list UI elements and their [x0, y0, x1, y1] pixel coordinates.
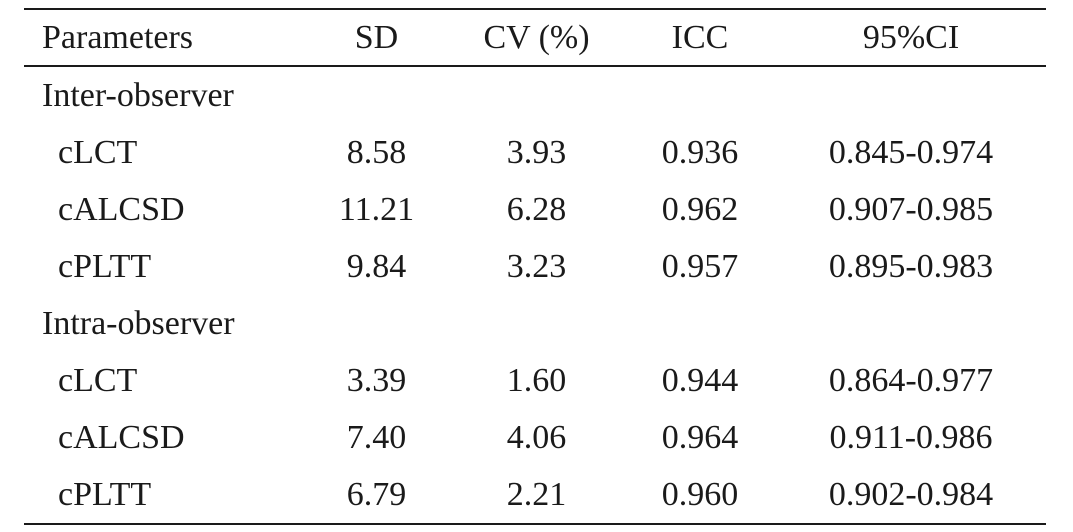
- cell-sd: 3.39: [346, 361, 407, 399]
- cell-sd: 6.79: [346, 475, 407, 513]
- cell-ci: 0.845-0.974: [828, 133, 994, 171]
- cell-sd: 11.21: [338, 190, 415, 228]
- header-rule: [24, 65, 1046, 67]
- table-row: cALCSD 7.40 4.06 0.964 0.911-0.986: [24, 409, 1046, 466]
- cell-parameter: cALCSD: [58, 190, 185, 228]
- cell-cv: 3.93: [506, 133, 567, 171]
- cell-parameter: cLCT: [58, 133, 138, 171]
- header-cv: CV (%): [483, 19, 590, 56]
- top-rule: [24, 8, 1046, 10]
- header-row: Parameters SD CV (%) ICC 95%CI: [24, 10, 1046, 65]
- cell-cv: 3.23: [506, 247, 567, 285]
- cell-ci: 0.911-0.986: [829, 418, 993, 456]
- table-row: cPLTT 6.79 2.21 0.960 0.902-0.984: [24, 466, 1046, 523]
- table-row: cLCT 8.58 3.93 0.936 0.845-0.974: [24, 124, 1046, 181]
- header-ci: 95%CI: [862, 19, 960, 56]
- cell-parameter: cPLTT: [58, 475, 152, 513]
- statistics-table: Parameters SD CV (%) ICC 95%CI: [24, 10, 1046, 65]
- header-parameters: Parameters: [42, 19, 194, 56]
- cell-icc: 0.957: [661, 247, 739, 285]
- group-row-intra-observer: Intra-observer: [24, 295, 1046, 352]
- cell-icc: 0.962: [661, 190, 739, 228]
- cell-ci: 0.895-0.983: [828, 247, 994, 285]
- cell-icc: 0.960: [661, 475, 739, 513]
- cell-icc: 0.964: [661, 418, 739, 456]
- cell-ci: 0.902-0.984: [828, 475, 994, 513]
- cell-icc: 0.936: [661, 133, 739, 171]
- group-label: Inter-observer: [42, 76, 234, 114]
- cell-icc: 0.944: [661, 361, 739, 399]
- table-row: cALCSD 11.21 6.28 0.962 0.907-0.985: [24, 181, 1046, 238]
- header-icc: ICC: [671, 19, 729, 56]
- cell-cv: 4.06: [506, 418, 567, 456]
- bottom-rule: [24, 522, 1046, 525]
- table-row: cPLTT 9.84 3.23 0.957 0.895-0.983: [24, 238, 1046, 295]
- table-row: cLCT 3.39 1.60 0.944 0.864-0.977: [24, 352, 1046, 409]
- group-row-inter-observer: Inter-observer: [24, 67, 1046, 124]
- cell-cv: 1.60: [506, 361, 567, 399]
- cell-parameter: cPLTT: [58, 247, 152, 285]
- cell-cv: 6.28: [506, 190, 567, 228]
- cell-ci: 0.907-0.985: [828, 190, 994, 228]
- cell-sd: 7.40: [346, 418, 407, 456]
- table-header: Parameters SD CV (%) ICC 95%CI: [24, 10, 1046, 65]
- header-sd: SD: [354, 19, 399, 56]
- data-table: Parameters SD CV (%) ICC 95%CI Inter-obs…: [24, 8, 1046, 525]
- cell-cv: 2.21: [506, 475, 567, 513]
- cell-parameter: cALCSD: [58, 418, 185, 456]
- statistics-table-body: Inter-observer cLCT 8.58 3.93 0.936 0.84…: [24, 67, 1046, 523]
- cell-sd: 8.58: [346, 133, 407, 171]
- group-label: Intra-observer: [42, 304, 235, 342]
- cell-parameter: cLCT: [58, 361, 138, 399]
- cell-ci: 0.864-0.977: [828, 361, 994, 399]
- cell-sd: 9.84: [346, 247, 407, 285]
